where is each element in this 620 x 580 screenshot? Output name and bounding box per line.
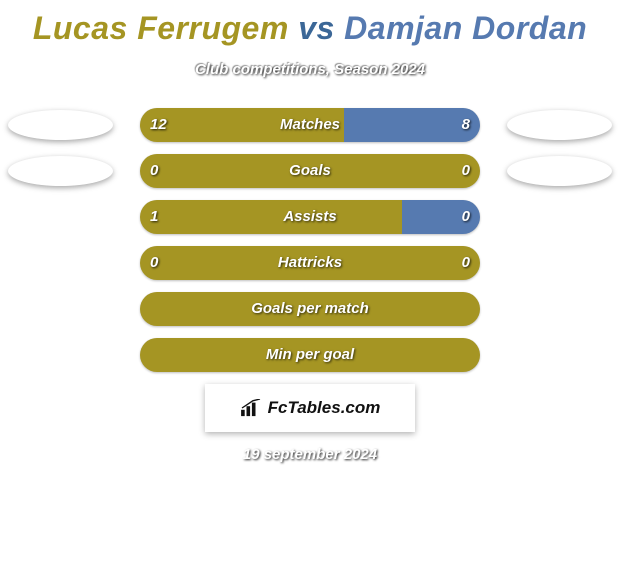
stat-value-right: 0 [462,246,470,280]
player2-badge [507,156,612,186]
stat-bar-track: Hattricks [140,246,480,280]
stat-bar-track: Goals per match [140,292,480,326]
page-title: Lucas Ferrugem vs Damjan Dordan [0,10,620,47]
stat-value-right: 8 [462,108,470,142]
comparison-infographic: Lucas Ferrugem vs Damjan Dordan Club com… [0,0,620,463]
stat-bar-left [140,246,480,280]
player2-badge [507,110,612,140]
stat-bar-left [140,338,480,372]
stat-row: Goals0 0 [0,154,620,188]
stat-rows: Matches128Goals00Assists10Hattricks00Goa… [0,108,620,372]
stat-bar-left [140,108,344,142]
stat-bar-track: Goals [140,154,480,188]
stat-value-right: 0 [462,154,470,188]
stat-bar-left [140,200,402,234]
stat-bar-track: Matches [140,108,480,142]
stat-bar-left [140,292,480,326]
stat-value-left: 0 [150,154,158,188]
player1-badge [8,156,113,186]
date-label: 19 september 2024 [0,446,620,463]
stat-bar-left [140,154,480,188]
stat-row: Matches12 8 [0,108,620,142]
subtitle: Club competitions, Season 2024 [0,61,620,78]
player2-name: Damjan Dordan [344,10,587,46]
stat-value-left: 1 [150,200,158,234]
player1-badge [8,110,113,140]
stat-bar-right [344,108,480,142]
stat-bar-track: Assists [140,200,480,234]
stat-value-left: 12 [150,108,167,142]
vs-text: vs [298,10,335,46]
stat-value-left: 0 [150,246,158,280]
stat-row: Assists1 0 [0,200,620,234]
brand-chart-icon [240,399,262,417]
stat-value-right: 0 [462,200,470,234]
stat-bar-track: Min per goal [140,338,480,372]
player1-name: Lucas Ferrugem [33,10,289,46]
brand-text: FcTables.com [268,398,381,418]
stat-row: Min per goal [0,338,620,372]
brand-box: FcTables.com [205,384,415,432]
stat-row: Hattricks0 0 [0,246,620,280]
stat-row: Goals per match [0,292,620,326]
